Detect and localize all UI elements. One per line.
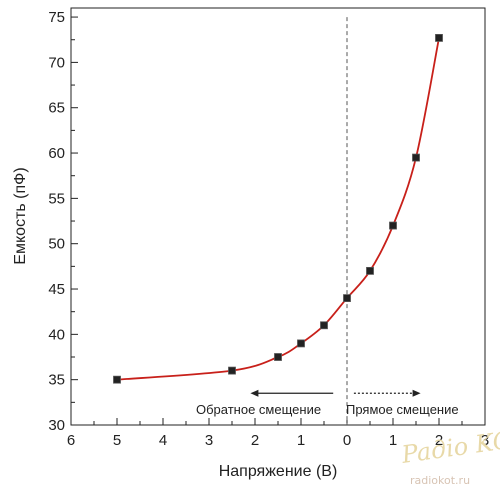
data-point-8: [412, 153, 420, 162]
data-point-6: [366, 266, 374, 275]
x-tick-label: 3: [205, 432, 213, 449]
forward-bias-arrowhead: [412, 389, 421, 397]
y-tick-label-75: 75: [48, 9, 65, 26]
plot-frame: [70, 7, 486, 426]
y-tick-label-70: 70: [48, 54, 65, 71]
y-tick-label-55: 55: [48, 190, 65, 207]
x-tick-label: 4: [159, 432, 167, 449]
y-tick-label-30: 30: [48, 417, 65, 434]
data-point-4: [320, 321, 328, 330]
x-tick-label: 3: [481, 432, 489, 449]
y-tick-label-65: 65: [48, 100, 65, 117]
y-tick-label-60: 60: [48, 145, 65, 162]
reverse-bias-arrowhead: [250, 389, 259, 397]
watermark: Paдіo KOT: [399, 423, 500, 469]
x-tick-label: 1: [389, 432, 397, 449]
data-point-3: [297, 339, 305, 348]
x-tick-label: 6: [67, 432, 75, 449]
x-tick-label: 2: [251, 432, 259, 449]
forward-bias-label: Прямое смещение: [346, 402, 459, 417]
watermark-logo: Paдіo KOT: [399, 423, 500, 469]
watermark-site: radiokot.ru: [410, 474, 470, 487]
y-tick-label-35: 35: [48, 372, 65, 389]
data-point-7: [389, 221, 397, 230]
x-axis-title: Напряжение (В): [219, 463, 338, 480]
data-point-9: [435, 34, 443, 42]
series-line-0: [116, 37, 440, 381]
y-tick-label-45: 45: [48, 281, 65, 298]
x-tick-label: 1: [297, 432, 305, 449]
x-tick-label: 0: [343, 432, 351, 449]
series-layer: [113, 34, 443, 384]
data-point-0: [113, 375, 121, 384]
x-axis-ticks: 6 5 4 3 2 1 0 1 2 3: [67, 418, 489, 449]
y-axis-ticks: 30 35 40 45 50 55 60 65 70 75: [48, 9, 78, 434]
data-point-2: [274, 353, 282, 361]
y-tick-label-50: 50: [48, 236, 65, 253]
x-tick-label: 5: [113, 432, 121, 449]
y-tick-label-40: 40: [48, 326, 65, 343]
y-axis-title: Емкость (пФ): [12, 167, 29, 264]
data-point-5: [343, 294, 351, 302]
reverse-bias-label: Обратное смещение: [196, 402, 321, 417]
data-point-1: [228, 366, 236, 375]
x-tick-label: 2: [435, 432, 443, 449]
